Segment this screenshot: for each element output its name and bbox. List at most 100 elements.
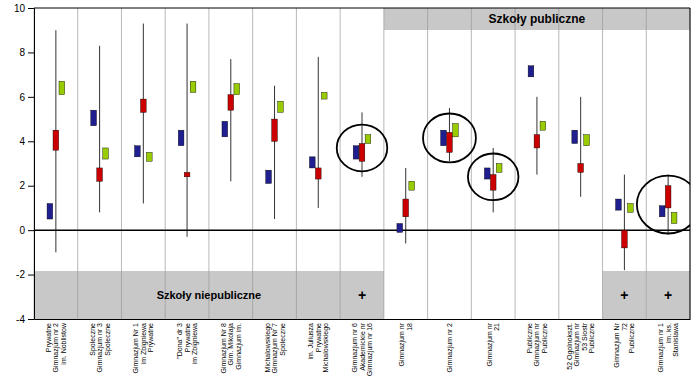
whisker [318,57,319,208]
range-box [278,101,284,112]
x-tick-label: MichalowskiegoGimnazjum Nr 7Spoleczne [264,323,287,374]
plus-sign: + [664,287,672,303]
grid-line [602,8,603,319]
grid-line [296,8,297,319]
x-tick-label: im. JuliuszaPrywatneMichalowskiego [307,323,330,373]
y-tick-mark [28,230,34,231]
x-tick: Gimnazjum nr 1im. ks.Stanislawa [657,319,679,372]
range-box [140,99,146,112]
highlight-ellipse [423,114,476,163]
x-axis-line [35,319,691,320]
y-tick-label: 2 [19,180,25,191]
x-tick-label-line: 53 Siostr [581,322,588,350]
x-tick-label-line: im Zbigniewa [191,323,199,364]
x-tick-label: Gimnazjum nr18 [398,322,413,366]
range-box [272,119,278,141]
grid-line [165,8,166,319]
plus-band [646,271,690,319]
frame-line [34,8,690,9]
highlight-ellipse [337,125,388,172]
y-tick-mark [28,141,34,142]
x-tick: MichalowskiegoGimnazjum Nr 7Spoleczne [264,319,287,374]
whisker [143,24,144,204]
grid-line [646,8,647,319]
highlight-ellipse [637,176,690,234]
x-tick-label: "Dona" dr 3Prywatneim Zbigniewa [176,323,199,364]
x-tick: "Dona" dr 3Prywatneim Zbigniewa [176,319,199,364]
chart: +++Szkoły niepubliczneSzkoły publiczne-4… [0,0,700,385]
range-box [484,168,490,179]
x-tick-label-line: im. Juliusza [307,323,314,360]
range-box [365,135,371,144]
x-tick-label-line: Spoleczne [279,323,287,356]
y-tick-mark [28,319,34,320]
whisker [580,97,581,197]
y-tick-mark [28,97,34,98]
range-box [91,110,97,126]
y-tick-mark [28,186,34,187]
range-box [628,203,634,212]
grid-line [121,8,122,319]
range-box [184,172,190,176]
x-tick-label: PrywatneGimnazjum nr 2im. Noblistow [45,322,67,372]
x-tick-label: Gimnazjum Nr72Publiczne [613,322,635,367]
range-box [359,144,365,162]
x-axis: PrywatneGimnazjum nr 2im. Noblistow Spole… [35,319,691,376]
range-box [572,130,578,143]
x-tick-label-line: Publiczne [628,323,635,353]
range-box [534,135,540,148]
x-tick: Gimnazjum nr18 [398,319,413,367]
range-box [146,152,152,161]
grid-line [77,8,78,319]
x-tick: 52 Ogolnokszt.Gimnazjum nr53 SiostrPubli… [566,319,596,370]
range-box [103,148,109,159]
y-tick-label: 0 [19,225,25,236]
grid-line [208,8,209,319]
y-axis-line [28,9,35,320]
range-box [453,124,459,137]
range-box [97,168,103,181]
grid-line [340,8,341,319]
range-box [321,92,327,99]
bands [34,8,690,319]
range-box [59,81,65,94]
range-box [622,230,628,248]
marks [34,24,690,271]
y-tick-mark [28,52,34,53]
whisker [187,24,188,237]
range-box [266,170,272,183]
grid-line [558,8,559,319]
y-tick: 8 [19,47,34,58]
range-box [397,223,403,232]
grid-line [252,8,253,319]
y-tick-label: 6 [19,92,25,103]
y-tick: 0 [19,225,34,236]
y-tick: -4 [16,314,34,325]
y-tick: 10 [14,3,34,14]
range-box [616,199,622,210]
grid-line [383,8,384,319]
range-box [490,175,496,191]
x-tick-label-line: Gimnazjum im. [235,323,243,370]
x-tick-label-line: Spoleczne [104,323,112,356]
x-tick: Gimnazjum Nr 8Gim. MikolajaGimnazjum im. [220,319,243,374]
plot: +++Szkoły niepubliczneSzkoły publiczne-4… [14,3,700,377]
x-tick-label-line: Publiczne [541,323,548,353]
range-box [441,130,447,146]
group-label: Szkoły publiczne [489,12,586,26]
range-box [178,130,184,146]
range-box [659,206,665,217]
range-box [409,181,415,190]
range-box [403,199,409,217]
y-tick: 2 [19,180,34,191]
range-box [584,135,590,146]
x-tick-label-line: Stanislawa [672,323,679,357]
x-tick-label-line: "Dona" dr 3 [176,323,183,359]
grid-line [427,8,428,319]
chart-container: +++Szkoły niepubliczneSzkoły publiczne-4… [0,0,700,385]
y-tick-mark [28,8,34,9]
x-tick-label-line: 18 [406,323,413,331]
x-tick: SpoleczneGimnazjum nr 3Spoleczne [89,319,112,372]
x-tick-label-line: Akademickie nr [359,322,366,371]
range-box [53,130,59,150]
